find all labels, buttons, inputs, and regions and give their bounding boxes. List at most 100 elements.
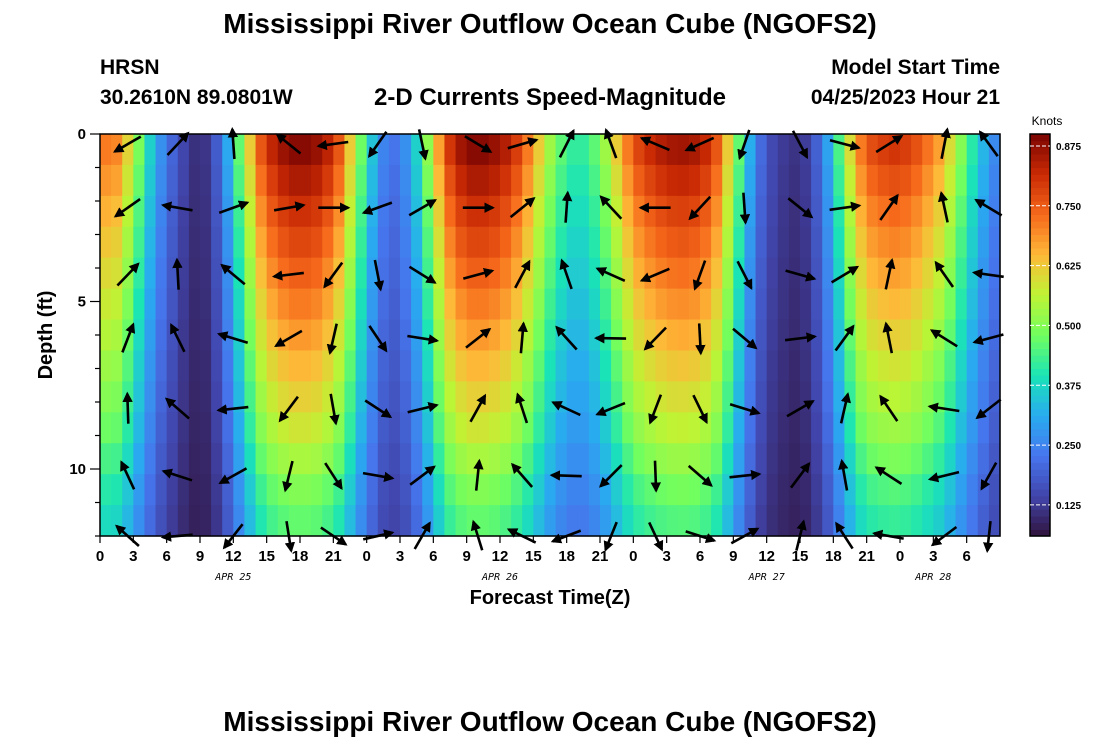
colorbar-segment: [1030, 462, 1050, 470]
heatmap-cell: [333, 288, 346, 321]
heatmap-cell: [711, 195, 723, 228]
heatmap-cell: [266, 319, 279, 352]
current-vector: [729, 469, 762, 481]
heatmap-cell: [944, 412, 957, 444]
heatmap-cell: [811, 350, 823, 382]
colorbar-segment: [1030, 428, 1050, 437]
heatmap-cell: [200, 350, 212, 382]
heatmap-cell: [388, 134, 401, 166]
heatmap-cell: [311, 164, 323, 197]
heatmap-cell: [322, 226, 334, 259]
heatmap-cell: [911, 195, 923, 228]
heatmap-cell: [622, 381, 634, 413]
heatmap-cell: [766, 443, 779, 475]
x-tick-label: 15: [258, 548, 275, 565]
heatmap-cell: [488, 412, 501, 444]
heatmap-cell: [811, 474, 823, 506]
heatmap-cell: [533, 505, 546, 537]
heatmap-cell: [688, 257, 701, 290]
heatmap-cell: [577, 195, 590, 228]
heatmap-cell: [755, 288, 768, 321]
heatmap-cell: [200, 319, 212, 352]
heatmap-cell: [211, 412, 223, 444]
heatmap-cell: [600, 474, 612, 506]
current-vector: [469, 393, 487, 423]
heatmap-cell: [944, 257, 957, 290]
heatmap-cell: [988, 350, 1001, 382]
heatmap-cell: [888, 443, 901, 475]
colorbar-tick-label: 0.625: [1056, 262, 1081, 273]
heatmap-cell: [822, 412, 834, 444]
heatmap-cell: [233, 226, 246, 259]
heatmap-cell: [488, 288, 501, 321]
current-vector: [688, 195, 712, 221]
heatmap-cell: [622, 226, 634, 259]
heatmap-cell: [400, 505, 412, 537]
heatmap-cell: [888, 195, 901, 228]
heatmap-cell: [477, 412, 490, 444]
heatmap-cell: [833, 381, 846, 413]
current-vector: [687, 464, 713, 487]
heatmap-cell: [600, 443, 612, 475]
heatmap-cell: [133, 350, 146, 382]
heatmap-cell: [777, 164, 790, 197]
heatmap-cell: [422, 381, 434, 413]
heatmap-cell: [555, 474, 568, 506]
heatmap-cell: [911, 412, 923, 444]
heatmap-cell: [544, 412, 557, 444]
heatmap-cell: [944, 443, 957, 475]
heatmap-cell: [366, 226, 379, 259]
heatmap-cell: [700, 257, 712, 290]
colorbar-segment: [1030, 180, 1050, 189]
heatmap-cell: [977, 381, 990, 413]
colorbar-segment: [1030, 140, 1050, 148]
heatmap-cell: [433, 226, 446, 259]
heatmap-cell: [800, 381, 812, 413]
heatmap-cell: [922, 195, 934, 228]
heatmap-cell: [288, 412, 301, 444]
heatmap-cell: [300, 134, 312, 166]
heatmap-cell: [477, 195, 490, 228]
heatmap-cell: [122, 164, 134, 197]
heatmap-cell: [822, 350, 834, 382]
heatmap-cell: [700, 288, 712, 321]
heatmap-cell: [788, 412, 801, 444]
heatmap-cell: [377, 350, 390, 382]
current-vector: [648, 394, 663, 425]
heatmap-cell: [466, 350, 479, 382]
heatmap-cell: [977, 412, 990, 444]
heatmap-cell: [911, 257, 923, 290]
heatmap-cell: [422, 288, 434, 321]
heatmap-cell: [711, 288, 723, 321]
heatmap-cell: [100, 474, 112, 506]
current-vector: [323, 261, 344, 289]
heatmap-cell: [177, 195, 190, 228]
heatmap-cell: [144, 412, 157, 444]
heatmap-cell: [422, 505, 434, 537]
x-tick-label: 12: [492, 548, 509, 565]
heatmap-cell: [366, 474, 379, 506]
heatmap-cell: [355, 288, 368, 321]
heatmap-cell: [177, 474, 190, 506]
heatmap-cell: [988, 164, 1001, 197]
heatmap-cell: [777, 381, 790, 413]
station-coordinates: 30.2610N 89.0801W: [100, 86, 293, 109]
heatmap-cell: [744, 443, 757, 475]
heatmap-cell: [566, 257, 579, 290]
heatmap-cell: [844, 350, 857, 382]
heatmap-cell: [633, 443, 646, 475]
heatmap-cell: [511, 412, 523, 444]
heatmap-cell: [266, 412, 279, 444]
y-tick-label: 0: [78, 126, 86, 143]
heatmap-cell: [300, 195, 312, 228]
heatmap-cell: [900, 412, 912, 444]
heatmap-cell: [866, 288, 879, 321]
heatmap-cell: [811, 505, 823, 537]
heatmap-cell: [833, 319, 846, 352]
current-vector: [408, 199, 438, 217]
colorbar-segment: [1030, 515, 1050, 524]
heatmap-cell: [655, 288, 668, 321]
heatmap-cell: [500, 412, 512, 444]
heatmap-cell: [144, 350, 157, 382]
heatmap-cell: [466, 381, 479, 413]
